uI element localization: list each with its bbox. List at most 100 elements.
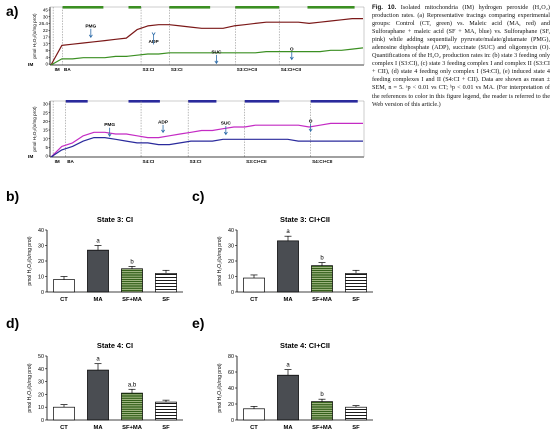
bar-y-tick-label: 50: [38, 354, 44, 360]
trace-y-tick-label: 4: [45, 55, 48, 60]
event-marker-label: S3:CI+CII: [246, 159, 266, 164]
bar-y-tick-label: 20: [228, 259, 234, 265]
event-marker-label: S4:CI+CII: [312, 159, 332, 164]
event-marker-label: S3:CI: [143, 67, 155, 72]
significance-label: a,b: [128, 382, 137, 388]
bar-y-tick-label: 80: [228, 354, 234, 360]
panel-label-e: e): [192, 315, 204, 331]
bar-sf-ma: [121, 392, 143, 421]
bar-chart-title: State 4: CI+CII: [280, 341, 330, 350]
annotation-arrowhead: [308, 128, 313, 133]
event-marker-label: BA: [67, 159, 74, 164]
figure-caption: Fig. 10. Isolated mitochondria (IM) hydr…: [372, 4, 550, 109]
bar-ct: [243, 277, 265, 293]
event-marker-label: S4:CI: [143, 159, 155, 164]
trace-y-tick-label: 0: [45, 62, 48, 67]
bar-y-tick-label: 30: [38, 380, 44, 386]
bar-category-label: SF+MA: [122, 297, 143, 303]
significance-label: a: [96, 357, 100, 363]
annotation-adp: ADP: [158, 119, 169, 125]
event-marker-label: IM: [55, 67, 60, 72]
bar-category-label: SF+MA: [312, 425, 333, 431]
bar-y-axis-label: pmol H₂O₂/(s/mg prot): [217, 363, 223, 413]
annotation-arrowhead: [214, 60, 219, 65]
bar-chart-title: State 3: CI+CII: [280, 215, 330, 224]
trace-y-tick-label: 5: [45, 145, 48, 150]
significance-label: a: [286, 363, 290, 369]
bar-ma: [87, 249, 109, 293]
event-segment: [244, 100, 280, 103]
event-segment: [128, 6, 142, 9]
bar-category-label: SF+MA: [312, 297, 333, 303]
bar-y-tick-label: 0: [41, 290, 44, 296]
annotation-pmg: PMG: [85, 23, 96, 29]
bar-y-tick-label: 30: [228, 244, 234, 250]
bar-y-axis-label: pmol H₂O₂/(s/mg prot): [217, 236, 223, 286]
bar-sf: [345, 273, 367, 293]
bar-y-tick-label: 0: [41, 418, 44, 424]
bar-y-axis-label: pmol H₂O₂/(s/mg prot): [27, 236, 33, 286]
im-label: IM: [28, 154, 33, 160]
bar-category-label: CT: [250, 425, 258, 431]
im-label: IM: [28, 62, 33, 68]
bar-category-label: CT: [60, 425, 68, 431]
event-marker-label: BA: [64, 67, 71, 72]
series-line-red: [50, 18, 363, 66]
bar-chart-state4-ci-cii: State 4: CI+CII 0 20 40 60 80 pmol H₂O₂/(s/mg …: [217, 341, 373, 431]
trace-y-tick-label: 25: [43, 110, 49, 115]
bar-sf-ma: [311, 401, 333, 421]
bar-y-tick-label: 0: [231, 290, 234, 296]
event-segment: [169, 6, 211, 9]
bar-ct: [53, 279, 75, 293]
annotation-arrowhead: [107, 133, 112, 137]
bar-y-axis-label: pmol H₂O₂/(s/mg prot): [27, 363, 33, 413]
trace-y-axis-label: pmol H₂O₂/(s/mg prot): [32, 106, 37, 152]
bar-y-tick-label: 20: [38, 259, 44, 265]
trace-y-tick-label: 0: [45, 154, 48, 159]
significance-label: a: [286, 229, 290, 235]
bar-ma: [277, 240, 299, 293]
event-segment: [65, 100, 88, 103]
caption-text: Isolated mitochondria (IM) hydrogen pero…: [372, 4, 550, 108]
bar-y-tick-label: 40: [38, 367, 44, 373]
trace-y-tick-label: 17: [43, 35, 49, 40]
bar-category-label: SF: [352, 425, 360, 431]
annotation-arrowhead: [88, 34, 93, 39]
bar-y-tick-label: 40: [228, 228, 234, 234]
bar-sf: [345, 406, 367, 421]
bar-y-tick-label: 20: [38, 392, 44, 398]
trace-y-tick-label: 30: [43, 14, 49, 19]
bar-ma: [277, 374, 299, 421]
annotation-o: O: [309, 118, 313, 124]
caption-label: Fig. 10.: [372, 4, 397, 11]
event-marker-label: S3:CI+CII: [237, 67, 257, 72]
event-marker-label: S3:CI: [190, 159, 202, 164]
bar-ct: [53, 406, 75, 421]
event-segment: [307, 6, 355, 9]
trace-y-tick-label: 26.4: [39, 21, 48, 26]
bar-y-tick-label: 10: [228, 275, 234, 281]
significance-label: b: [130, 259, 134, 265]
bar-sf: [155, 273, 177, 293]
bar-sf: [155, 401, 177, 421]
annotation-arrowhead: [289, 56, 294, 61]
panel-label-c: c): [192, 188, 204, 204]
event-segment: [188, 100, 217, 103]
annotation-o: O: [290, 47, 294, 53]
bar-chart-title: State 4: CI: [97, 341, 133, 350]
event-marker-label: S3:CI: [171, 67, 183, 72]
annotation-suc: SUC: [211, 49, 222, 55]
bar-category-label: CT: [60, 297, 68, 303]
bar-category-label: MA: [283, 425, 293, 431]
bar-chart-title: State 3: CI: [97, 215, 133, 224]
bar-category-label: MA: [93, 297, 103, 303]
trace-y-tick-label: 15: [43, 128, 49, 133]
bar-y-tick-label: 10: [38, 275, 44, 281]
series-line-green: [50, 47, 364, 66]
panel-label-b: b): [6, 188, 19, 204]
trace-y-tick-label: 8: [45, 48, 48, 53]
trace-y-tick-label: 13: [43, 41, 49, 46]
series-line-blue: [50, 137, 363, 158]
significance-label: b: [320, 256, 324, 262]
